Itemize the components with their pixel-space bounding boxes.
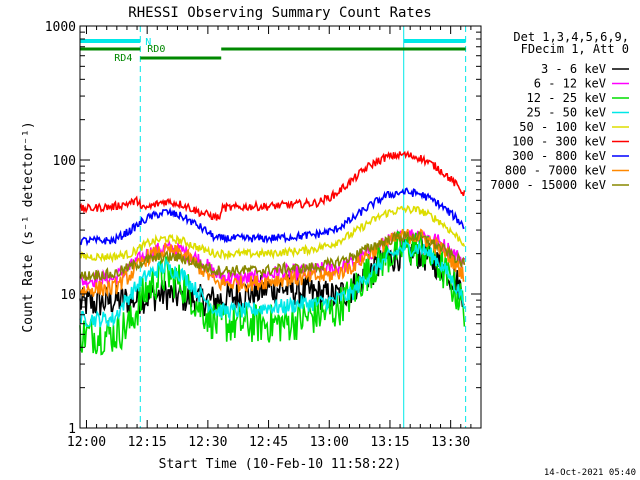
- flag-label-n: N: [145, 37, 151, 48]
- legend-label: 3 - 6 keV: [541, 62, 606, 76]
- legend-label: 25 - 50 keV: [527, 106, 606, 120]
- legend-label: 800 - 7000 keV: [505, 164, 606, 178]
- series-line-100-300-kev: [79, 150, 466, 221]
- x-axis: 12:00 12:15 12:30 12:45 13:00 13:15 13:30: [67, 26, 472, 450]
- x-tick-label: 13:15: [370, 435, 409, 450]
- legend-header-line-2: FDecim 1, Att 0: [521, 42, 629, 56]
- x-axis-label: Start Time (10-Feb-10 11:58:22): [159, 457, 402, 472]
- legend-label: 100 - 300 keV: [512, 135, 606, 149]
- chart-title: RHESSI Observing Summary Count Rates: [128, 5, 431, 21]
- legend-label: 7000 - 15000 keV: [490, 178, 606, 192]
- x-tick-label: 12:45: [249, 435, 288, 450]
- y-tick-label: 100: [53, 154, 76, 169]
- y-axis: 1 10 100 1000: [45, 20, 481, 437]
- footer-timestamp: 14-Oct-2021 05:40: [544, 468, 636, 478]
- x-tick-label: 12:30: [188, 435, 227, 450]
- series-line-12-25-kev: [79, 230, 466, 356]
- x-tick-label: 13:00: [310, 435, 349, 450]
- flag-label-rd0: RD0: [147, 44, 165, 55]
- series-line-7000-15000-kev: [79, 231, 466, 283]
- legend-header-line-1: Det 1,3,4,5,6,9,: [513, 30, 629, 44]
- series-line-50-100-kev: [79, 204, 466, 264]
- y-tick-label: 1000: [45, 20, 76, 35]
- legend-label: 50 - 100 keV: [519, 120, 606, 134]
- y-tick-label: 10: [60, 288, 76, 303]
- series-line-25-50-kev: [79, 239, 466, 328]
- flag-label-rd4: RD4: [114, 53, 132, 64]
- legend: Det 1,3,4,5,6,9, FDecim 1, Att 0 3 - 6 k…: [490, 30, 629, 192]
- plot-frame: [79, 25, 482, 429]
- legend-label: 6 - 12 keV: [534, 77, 606, 91]
- x-tick-label: 13:30: [431, 435, 470, 450]
- series-line-300-800-kev: [79, 187, 465, 247]
- x-tick-label: 12:15: [128, 435, 167, 450]
- y-axis-label: Count Rate (s⁻¹ detector⁻¹): [21, 121, 36, 332]
- legend-label: 12 - 25 keV: [527, 91, 606, 105]
- legend-label: 300 - 800 keV: [512, 149, 606, 163]
- y-tick-label: 1: [68, 422, 76, 437]
- x-tick-label: 12:00: [67, 435, 106, 450]
